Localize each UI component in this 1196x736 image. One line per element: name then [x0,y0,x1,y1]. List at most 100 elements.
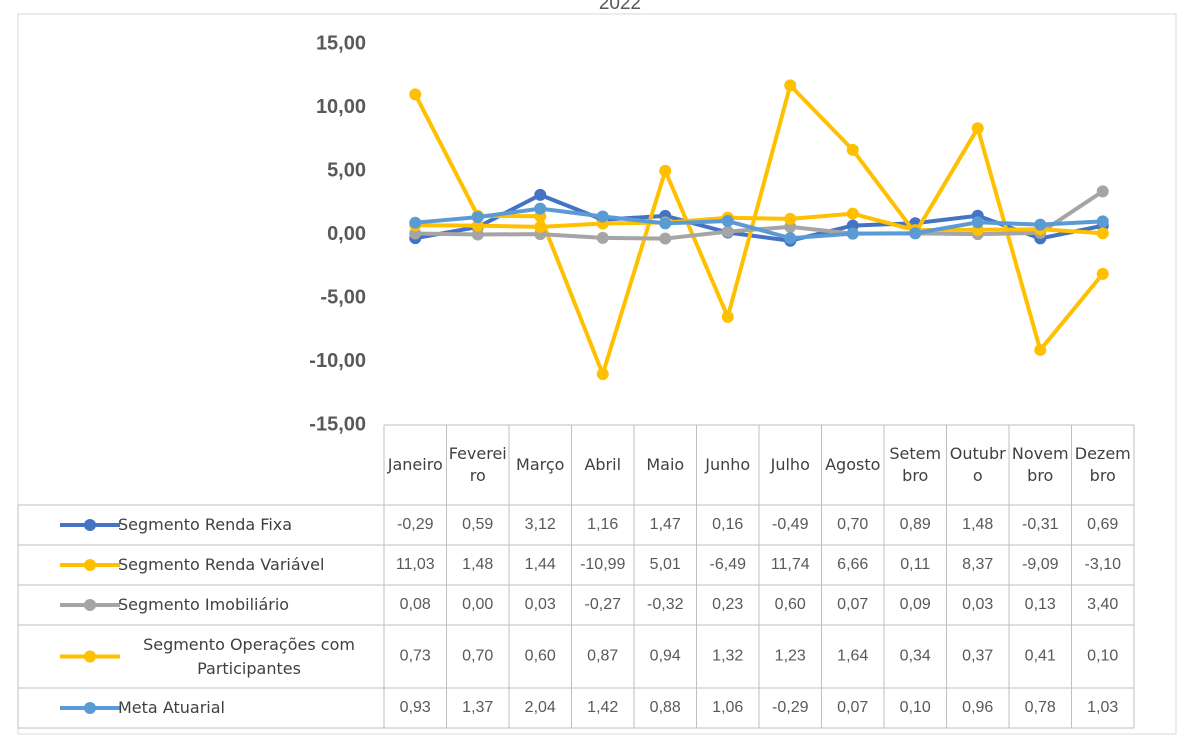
point [846,207,859,220]
value-label: 1,37 [462,699,493,716]
value-label: 1,64 [837,648,868,665]
x-tick-label-text: Fevereiro [448,444,507,485]
series-line [415,206,1103,241]
y-tick-label: 15,00 [316,32,366,54]
value-label: 0,10 [900,699,931,716]
point [1034,343,1047,356]
point [659,232,672,245]
point [534,220,547,233]
value-label: 0,11 [900,556,930,573]
value-label: 2,04 [525,699,556,716]
legend-marker [84,599,96,611]
value-label: 0,07 [837,596,868,613]
value-label: -10,99 [580,556,625,573]
value-label: -3,10 [1085,556,1122,573]
value-label: 0,94 [650,648,681,665]
value-label: -0,29 [397,516,434,533]
x-tick-label: Agosto [825,455,881,474]
value-label: 1,06 [712,699,743,716]
point [1096,185,1109,198]
value-label: 11,03 [396,556,435,573]
y-tick-label: 5,00 [327,159,366,181]
value-label: 0,08 [400,596,431,613]
series-line [413,83,1105,377]
point [534,202,547,215]
value-label: 1,16 [587,516,618,533]
legend-marker [84,702,96,714]
value-label: -0,32 [647,596,684,613]
value-label: 1,47 [650,516,681,533]
y-tick-label: -15,00 [309,413,366,435]
legend-label-text: Segmento Imobiliário [118,595,290,614]
value-label: -0,27 [585,596,622,613]
legend-label: Segmento Imobiliário [118,595,290,614]
point [596,231,609,244]
point [409,216,422,229]
point [596,210,609,223]
legend-label-text: Meta Atuarial [118,698,225,717]
value-label: 0,03 [525,596,556,613]
value-label: 1,32 [712,648,743,665]
value-label: 0,10 [1087,648,1118,665]
value-label: 5,01 [650,556,681,573]
value-label: 0,23 [712,596,743,613]
x-tick-label: Julho [771,455,810,474]
x-tick-label-text: Outubro [949,444,1006,485]
value-label: -0,31 [1022,516,1059,533]
legend-label: Segmento Renda Variável [118,555,324,574]
y-tick-label: -5,00 [320,286,366,308]
x-tick-label: Novembro [1011,444,1069,485]
value-label: 3,12 [525,516,556,533]
x-tick-label: Maio [646,455,685,474]
y-tick-label: -10,00 [309,350,366,372]
value-label: 1,48 [962,516,993,533]
legend-label: Meta Atuarial [118,698,225,717]
x-tick-label-text: Maio [646,455,685,474]
value-label: -9,09 [1022,556,1059,573]
x-tick-label: Fevereiro [448,444,507,485]
value-label: 0,93 [400,699,431,716]
x-tick-label: Abril [584,455,622,474]
point [721,215,734,228]
point [1034,218,1047,231]
value-label: 0,70 [462,648,493,665]
series-line [415,211,1103,236]
x-tick-label: Janeiro [388,455,443,474]
point [471,211,484,224]
value-label: -0,49 [772,516,809,533]
value-label: 11,74 [771,556,810,573]
x-tick-label-text: Novembro [1011,444,1069,485]
value-label: 0,59 [462,516,493,533]
point [659,164,672,177]
value-label: 1,48 [462,556,493,573]
x-tick-label: Setembro [889,444,942,485]
value-label: 1,03 [1087,699,1118,716]
value-label: -6,49 [710,556,747,573]
point [971,122,984,135]
value-label: 6,66 [837,556,868,573]
value-label: 1,42 [587,699,618,716]
x-tick-label-text: Abril [584,455,622,474]
point [409,227,422,240]
value-label: 0,60 [775,596,806,613]
x-tick-label-text: Agosto [825,455,881,474]
x-tick-label-text: Junho [705,455,751,474]
value-label: 0,09 [900,596,931,613]
x-tick-label-text: Setembro [889,444,942,485]
value-label: 0,41 [1025,648,1056,665]
value-label: 0,34 [900,648,931,665]
value-label: 8,37 [962,556,993,573]
legend-label-text: Segmento Operações com Participantes [143,634,355,678]
value-label: 0,70 [837,516,868,533]
point [721,225,734,238]
legend-marker [84,559,96,571]
point [596,368,609,381]
point [1096,215,1109,228]
point [471,219,484,232]
legend-label: Segmento Operações com Participantes [143,634,355,678]
value-label: 0,73 [400,648,431,665]
value-label: 3,40 [1087,596,1118,613]
point [784,232,797,245]
value-label: -0,29 [772,699,809,716]
